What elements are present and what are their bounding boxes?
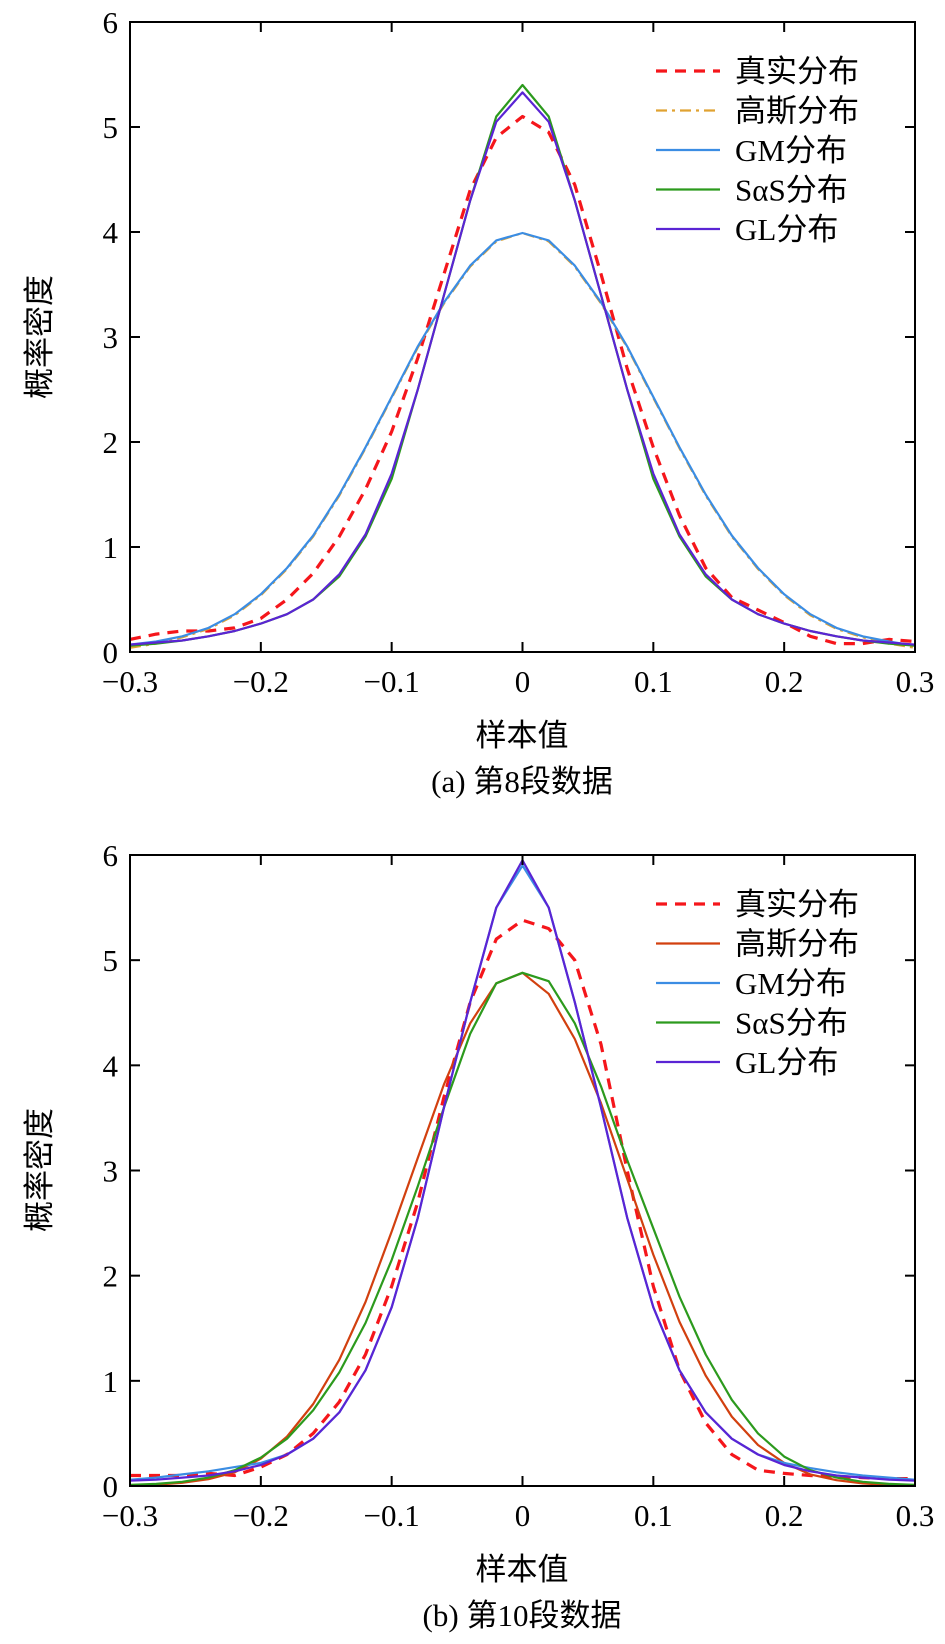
y-tick-label: 4 (103, 1048, 119, 1083)
series-line-2 (130, 864, 915, 1481)
x-tick-label: 0.3 (896, 664, 935, 699)
series-line-3 (130, 83, 915, 647)
x-tick-label: 0.1 (634, 1498, 673, 1533)
series-line-1 (130, 231, 915, 649)
y-axis-label: 概率密度 (22, 1108, 57, 1232)
legend-label: GM分布 (735, 966, 847, 1001)
y-tick-label: 3 (103, 320, 119, 355)
y-tick-label: 0 (103, 1469, 119, 1504)
legend-label: GL分布 (735, 212, 838, 247)
y-tick-label: 1 (103, 530, 119, 565)
chart-caption: (a) 第8段数据 (431, 764, 613, 799)
y-tick-label: 6 (103, 5, 119, 40)
legend-label: 高斯分布 (735, 927, 859, 962)
y-tick-label: 3 (103, 1154, 119, 1189)
x-axis-label: 样本值 (476, 1552, 569, 1587)
chart-caption: (b) 第10段数据 (423, 1598, 622, 1633)
y-tick-label: 2 (103, 425, 119, 460)
legend-label: 真实分布 (735, 887, 859, 922)
legend-label: GM分布 (735, 133, 847, 168)
series-line-2 (130, 231, 915, 647)
y-tick-label: 5 (103, 943, 119, 978)
chart-panel-1: −0.3 −0.2 −0.1 0 0.1 0.2 0.3 0 1 2 3 4 5 6 样本值 概率密度 (b) … (22, 838, 934, 1633)
series-line-3 (130, 971, 915, 1486)
x-tick-label: −0.2 (233, 664, 289, 699)
series-line-0 (130, 918, 915, 1481)
x-axis-label: 样本值 (476, 718, 569, 753)
y-tick-label: 1 (103, 1364, 119, 1399)
x-tick-label: 0 (515, 1498, 531, 1533)
series-line-0 (130, 114, 915, 646)
x-tick-label: −0.2 (233, 1498, 289, 1533)
x-tick-label: 0.3 (896, 1498, 935, 1533)
series-line-4 (130, 91, 915, 646)
x-tick-label: 0.1 (634, 664, 673, 699)
y-tick-label: 2 (103, 1259, 119, 1294)
y-tick-label: 0 (103, 635, 119, 670)
x-tick-label: 0.2 (765, 1498, 804, 1533)
x-tick-label: −0.3 (102, 664, 158, 699)
y-tick-label: 5 (103, 110, 119, 145)
x-tick-label: −0.1 (364, 1498, 420, 1533)
legend-label: 真实分布 (735, 54, 859, 89)
x-tick-label: 0.2 (765, 664, 804, 699)
y-tick-label: 6 (103, 838, 119, 873)
y-tick-label: 4 (103, 215, 119, 250)
x-tick-label: −0.3 (102, 1498, 158, 1533)
legend-label: GL分布 (735, 1045, 838, 1080)
x-tick-label: 0 (515, 664, 531, 699)
legend-label: SαS分布 (735, 173, 848, 208)
legend-label: SαS分布 (735, 1006, 848, 1041)
legend-label: 高斯分布 (735, 94, 859, 129)
x-tick-label: −0.1 (364, 664, 420, 699)
y-axis-label: 概率密度 (22, 275, 57, 399)
chart-panel-0: −0.3 −0.2 −0.1 0 0.1 0.2 0.3 0 1 2 3 4 5 6 样本值 概率密度 (a) … (22, 5, 934, 799)
